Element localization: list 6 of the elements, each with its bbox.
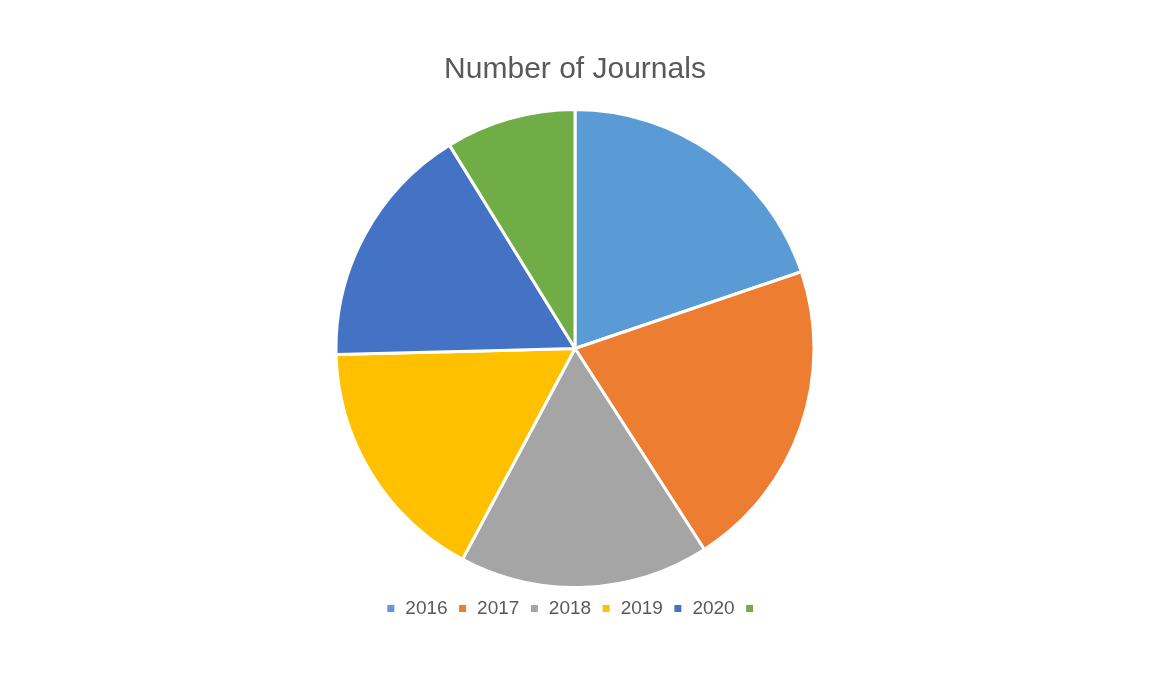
legend-label: 2019 — [620, 596, 663, 618]
legend-label: 2018 — [548, 596, 592, 618]
legend-label: 2017 — [477, 596, 520, 618]
legend-label: 2016 — [405, 596, 448, 618]
legend-label: 2020 — [692, 596, 735, 618]
chart-title: Number of Journals — [444, 51, 706, 85]
